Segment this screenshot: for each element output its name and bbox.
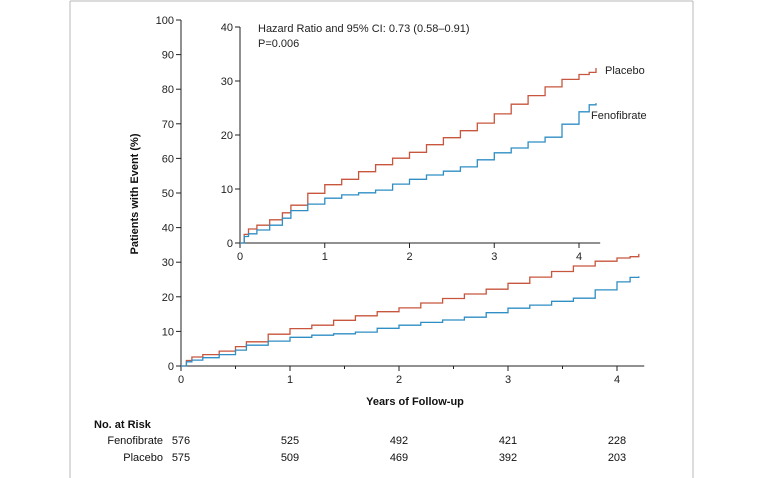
main-y-tick-label: 50 [162,188,174,200]
main-y-tick-label: 70 [162,119,174,131]
main-y-tick-label: 10 [162,326,174,338]
risk-cell: 509 [281,452,299,464]
inset-x-tick-label: 2 [406,251,412,263]
inset-chart: 0 10 20 30 40 0 1 2 3 4 Hazard Ratio and 95% CI: … [221,22,647,263]
inset-x-tick-label: 4 [576,251,582,263]
inset-y-tick-label: 0 [227,238,233,250]
inset-label-fenofibrate: Fenofibrate [591,110,647,122]
risk-cell: 492 [390,435,408,447]
risk-cell: 203 [608,452,626,464]
inset-x-tick-label: 3 [491,251,497,263]
risk-table-header: No. at Risk [94,419,152,431]
main-y-tick-label: 80 [162,84,174,96]
risk-cell: 575 [172,452,190,464]
inset-y-tick-label: 10 [221,184,233,196]
risk-table: No. at Risk Fenofibrate 576 525 492 421 228 Pl… [94,419,626,464]
main-y-tick-label: 100 [156,15,174,27]
main-axes [180,20,645,367]
main-y-tick-label: 30 [162,257,174,269]
inset-series-placebo-line [240,68,597,244]
inset-label-placebo: Placebo [605,65,645,77]
risk-row-label: Placebo [123,452,163,464]
inset-annotation-p: P=0.006 [258,38,299,50]
risk-cell: 576 [172,435,190,447]
risk-cell: 392 [499,452,517,464]
main-series-placebo-line [181,253,640,367]
inset-series-fenofibrate-line [240,103,597,244]
inset-y-tick-label: 40 [221,22,233,34]
inset-y-tick-label: 20 [221,130,233,142]
risk-cell: 469 [390,452,408,464]
inset-x-tick-label: 0 [237,251,243,263]
risk-cell: 525 [281,435,299,447]
inset-y-tick-label: 30 [221,76,233,88]
main-x-tick-label: 3 [505,374,511,386]
inset-series [240,68,597,244]
risk-row-label: Fenofibrate [107,435,163,447]
risk-table-cells: Fenofibrate 576 525 492 421 228 Placebo 575 509 4… [107,435,626,464]
main-y-axis-label: Patients with Event (%) [129,133,141,254]
main-series-fenofibrate-line [181,276,640,367]
main-y-tick-label: 90 [162,50,174,62]
main-y-tick-label: 20 [162,292,174,304]
inset-x-tick-label: 1 [322,251,328,263]
inset-annotation-hr: Hazard Ratio and 95% CI: 0.73 (0.58–0.91… [258,23,470,35]
main-x-tick-label: 4 [614,374,620,386]
risk-cell: 421 [499,435,517,447]
risk-cell: 228 [608,435,626,447]
main-series [181,253,640,367]
main-x-tick-label: 2 [396,374,402,386]
main-x-tick-label: 1 [287,374,293,386]
main-y-tick-label: 60 [162,153,174,165]
main-y-tick-label: 0 [168,361,174,373]
inset-ticks: 0 10 20 30 40 0 1 2 3 4 [221,22,582,263]
main-y-tick-label: 40 [162,223,174,235]
main-x-axis-label: Years of Follow-up [366,396,464,408]
main-x-tick-label: 0 [178,374,184,386]
